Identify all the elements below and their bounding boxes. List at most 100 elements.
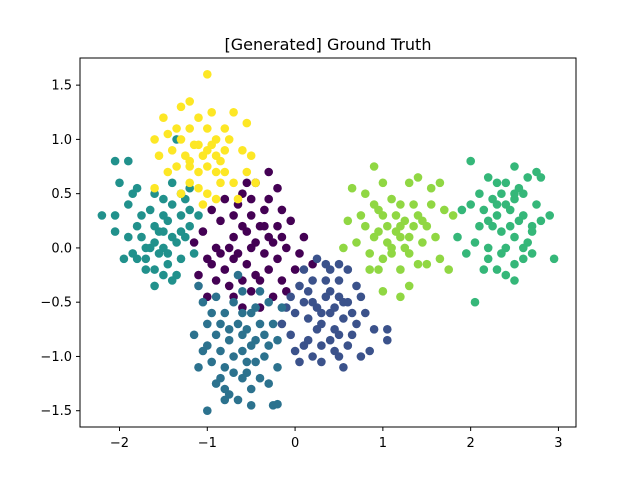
data-point [497,227,506,236]
data-point [137,211,146,220]
data-point [251,335,260,345]
data-point [387,194,396,204]
data-point [207,205,216,215]
data-point [396,200,405,209]
data-point [347,183,357,193]
data-point [251,270,260,280]
y-tick-label: 1.5 [51,79,72,94]
data-point [137,232,146,242]
data-point [492,200,502,209]
data-point [339,297,348,307]
data-point [483,243,493,253]
data-point [224,281,234,291]
data-point [321,292,331,302]
data-point [264,265,274,274]
data-point [167,178,177,188]
data-point [378,254,388,264]
data-point [422,259,432,269]
data-point [330,325,339,334]
plot-frame [79,57,577,428]
data-point [189,238,199,247]
data-point [545,211,554,220]
data-point [475,189,484,198]
data-point [361,189,370,198]
data-point [229,352,238,361]
data-point [523,173,532,182]
data-point [233,319,243,329]
data-point [163,216,173,226]
data-point [532,200,541,209]
data-point [224,335,234,345]
data-point [242,167,252,177]
data-point [141,265,151,274]
data-point [189,249,199,258]
data-point [374,265,383,274]
data-point [343,216,353,226]
data-point [505,205,515,215]
data-point [220,363,230,372]
data-point [172,238,181,247]
data-point [167,200,177,209]
data-point [519,254,528,264]
data-point [510,162,519,171]
data-point [260,249,269,258]
data-point [203,162,212,171]
data-point [176,211,186,220]
y-tick-label: −0.5 [40,296,72,311]
data-point [321,276,331,285]
data-point [246,287,256,296]
data-point [255,287,265,296]
x-axis: −2 −1 0 1 2 3 [110,427,563,451]
data-point [220,265,230,274]
data-point [295,249,304,258]
data-point [369,200,379,209]
data-point [470,238,480,247]
data-point [277,205,287,215]
data-point [260,205,269,215]
y-tick-label: 0.0 [51,241,72,256]
data-point [185,124,194,133]
data-point [325,335,335,345]
data-point [97,211,107,220]
data-point [198,200,208,209]
data-point [194,281,203,291]
data-point [330,346,339,356]
data-point [475,221,484,231]
data-point [277,276,287,285]
data-point [220,308,230,318]
data-point [185,97,194,106]
data-point [321,259,331,269]
data-point [176,254,186,264]
data-point [361,221,370,231]
data-point [426,200,436,209]
data-point [317,341,326,350]
data-point [242,259,252,269]
data-point [334,276,344,285]
data-point [124,200,133,209]
data-point [233,249,243,258]
y-axis: −1.5 −1.0 −0.5 0.0 0.5 1.0 1.5 [40,79,80,419]
data-point [203,189,212,198]
data-point [216,373,225,383]
data-point [510,276,519,285]
data-point [229,211,238,220]
data-point [286,216,296,226]
y-tick-label: 1.0 [51,133,72,148]
data-point [448,211,458,220]
data-point [238,146,247,155]
data-point [229,232,238,242]
data-point [505,221,515,231]
data-point [238,287,247,296]
data-point [220,124,230,133]
data-point [514,183,524,193]
data-point [220,146,230,155]
data-point [176,227,186,236]
data-point [246,211,256,220]
data-point [308,276,317,285]
data-point [396,292,405,302]
data-point [510,194,519,204]
data-point [312,325,322,334]
data-point [290,308,300,318]
data-point [339,363,348,372]
data-point [172,162,181,171]
